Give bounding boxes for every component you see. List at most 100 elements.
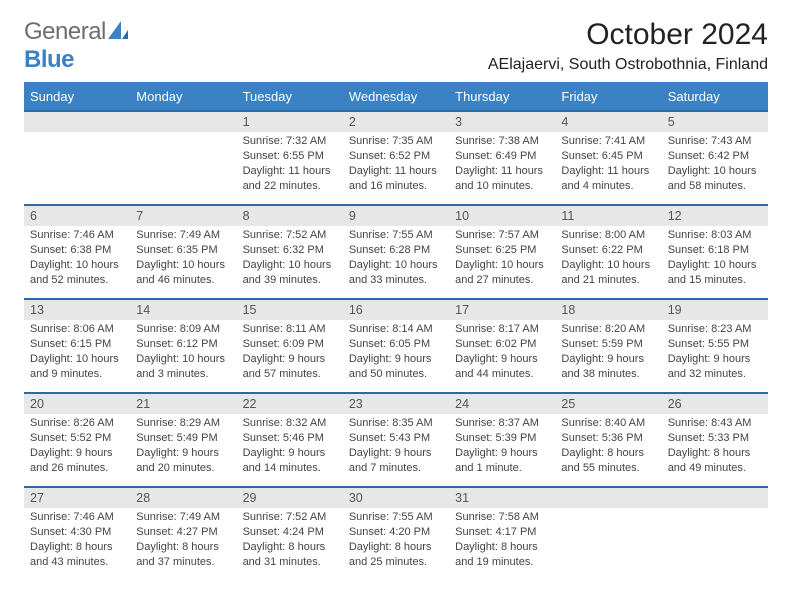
day-number: 9 bbox=[349, 209, 356, 223]
day-header: Friday bbox=[555, 82, 661, 110]
day-content-cell: Sunrise: 8:20 AMSunset: 5:59 PMDaylight:… bbox=[555, 320, 661, 392]
day-info-line: Daylight: 10 hours bbox=[30, 352, 124, 367]
calendar-table: SundayMondayTuesdayWednesdayThursdayFrid… bbox=[24, 82, 768, 580]
day-info-line: Sunrise: 7:32 AM bbox=[243, 134, 337, 149]
day-header: Tuesday bbox=[237, 82, 343, 110]
day-info-line: Sunrise: 8:23 AM bbox=[668, 322, 762, 337]
day-info-line: and 1 minute. bbox=[455, 461, 549, 476]
day-number-cell: 27 bbox=[24, 486, 130, 508]
day-number-cell bbox=[555, 486, 661, 508]
title-block: October 2024 AElajaervi, South Ostroboth… bbox=[488, 18, 768, 74]
day-content-cell bbox=[24, 132, 130, 204]
day-info-line: Sunrise: 7:43 AM bbox=[668, 134, 762, 149]
day-number-cell: 26 bbox=[662, 392, 768, 414]
day-info-line: Sunrise: 8:06 AM bbox=[30, 322, 124, 337]
day-info-line: Daylight: 8 hours bbox=[349, 540, 443, 555]
day-info-line: and 32 minutes. bbox=[668, 367, 762, 382]
day-number: 8 bbox=[243, 209, 250, 223]
week-content-row: Sunrise: 7:32 AMSunset: 6:55 PM Daylight:… bbox=[24, 132, 768, 204]
day-info-line: Sunrise: 8:26 AM bbox=[30, 416, 124, 431]
day-info-line: Sunrise: 7:38 AM bbox=[455, 134, 549, 149]
day-number: 20 bbox=[30, 397, 44, 411]
day-info-line: Sunset: 6:55 PM bbox=[243, 149, 337, 164]
day-number-cell: 16 bbox=[343, 298, 449, 320]
day-info-line: Sunset: 4:30 PM bbox=[30, 525, 124, 540]
logo-text-general: General bbox=[24, 18, 106, 45]
day-number-cell: 17 bbox=[449, 298, 555, 320]
day-number: 24 bbox=[455, 397, 469, 411]
day-info-line: and 7 minutes. bbox=[349, 461, 443, 476]
day-content-cell: Sunrise: 7:49 AMSunset: 6:35 PMDaylight:… bbox=[130, 226, 236, 298]
day-header: Sunday bbox=[24, 82, 130, 110]
day-info-line: Sunset: 5:49 PM bbox=[136, 431, 230, 446]
day-info-line: and 27 minutes. bbox=[455, 273, 549, 288]
day-info-line: Daylight: 10 hours bbox=[349, 258, 443, 273]
day-info-line: and 52 minutes. bbox=[30, 273, 124, 288]
day-number: 1 bbox=[243, 115, 250, 129]
day-info-line: and 58 minutes. bbox=[668, 179, 762, 194]
day-number: 4 bbox=[561, 115, 568, 129]
day-info-line: Daylight: 9 hours bbox=[668, 352, 762, 367]
day-content-cell: Sunrise: 7:35 AMSunset: 6:52 PMDaylight:… bbox=[343, 132, 449, 204]
day-info-line: and 44 minutes. bbox=[455, 367, 549, 382]
day-number-cell: 12 bbox=[662, 204, 768, 226]
day-number: 28 bbox=[136, 491, 150, 505]
day-info-line: Daylight: 8 hours bbox=[30, 540, 124, 555]
day-number-cell: 24 bbox=[449, 392, 555, 414]
day-info-line: Sunset: 6:12 PM bbox=[136, 337, 230, 352]
day-content-cell: Sunrise: 8:17 AMSunset: 6:02 PMDaylight:… bbox=[449, 320, 555, 392]
day-number-cell: 29 bbox=[237, 486, 343, 508]
location-text: AElajaervi, South Ostrobothnia, Finland bbox=[488, 56, 768, 74]
day-content-cell: Sunrise: 8:43 AMSunset: 5:33 PMDaylight:… bbox=[662, 414, 768, 486]
day-info-line: Sunset: 5:36 PM bbox=[561, 431, 655, 446]
day-info-line: and 46 minutes. bbox=[136, 273, 230, 288]
day-info-line: Sunrise: 7:41 AM bbox=[561, 134, 655, 149]
day-info-line: and 49 minutes. bbox=[668, 461, 762, 476]
day-info-line: Sunrise: 8:40 AM bbox=[561, 416, 655, 431]
day-number-cell bbox=[662, 486, 768, 508]
day-number: 16 bbox=[349, 303, 363, 317]
day-content-cell: Sunrise: 8:11 AMSunset: 6:09 PMDaylight:… bbox=[237, 320, 343, 392]
day-number-cell: 10 bbox=[449, 204, 555, 226]
day-number-cell: 31 bbox=[449, 486, 555, 508]
day-number: 25 bbox=[561, 397, 575, 411]
day-content-cell: Sunrise: 7:43 AMSunset: 6:42 PMDaylight:… bbox=[662, 132, 768, 204]
day-number-cell: 4 bbox=[555, 110, 661, 132]
day-content-cell bbox=[130, 132, 236, 204]
day-header: Thursday bbox=[449, 82, 555, 110]
day-info-line: Sunrise: 8:00 AM bbox=[561, 228, 655, 243]
day-info-line: Sunset: 5:59 PM bbox=[561, 337, 655, 352]
day-info-line: Daylight: 9 hours bbox=[561, 352, 655, 367]
day-info-line: Sunset: 5:46 PM bbox=[243, 431, 337, 446]
day-content-cell: Sunrise: 7:58 AMSunset: 4:17 PMDaylight:… bbox=[449, 508, 555, 580]
day-content-cell: Sunrise: 7:38 AMSunset: 6:49 PMDaylight:… bbox=[449, 132, 555, 204]
day-number-cell: 2 bbox=[343, 110, 449, 132]
day-content-cell bbox=[555, 508, 661, 580]
day-content-cell: Sunrise: 8:32 AMSunset: 5:46 PMDaylight:… bbox=[237, 414, 343, 486]
day-number-cell: 20 bbox=[24, 392, 130, 414]
day-number: 11 bbox=[561, 209, 574, 223]
day-info-line: and 15 minutes. bbox=[668, 273, 762, 288]
day-info-line: and 43 minutes. bbox=[30, 555, 124, 570]
week-daynum-row: 12345 bbox=[24, 110, 768, 132]
day-content-cell: Sunrise: 7:41 AMSunset: 6:45 PMDaylight:… bbox=[555, 132, 661, 204]
day-content-cell: Sunrise: 8:03 AMSunset: 6:18 PMDaylight:… bbox=[662, 226, 768, 298]
day-info-line: Sunrise: 7:46 AM bbox=[30, 228, 124, 243]
day-info-line: Daylight: 8 hours bbox=[243, 540, 337, 555]
day-info-line: Sunrise: 7:55 AM bbox=[349, 228, 443, 243]
day-info-line: Sunrise: 8:03 AM bbox=[668, 228, 762, 243]
day-number: 10 bbox=[455, 209, 469, 223]
day-number-cell: 14 bbox=[130, 298, 236, 320]
day-header: Monday bbox=[130, 82, 236, 110]
day-content-cell: Sunrise: 8:06 AMSunset: 6:15 PMDaylight:… bbox=[24, 320, 130, 392]
day-content-cell: Sunrise: 8:26 AMSunset: 5:52 PMDaylight:… bbox=[24, 414, 130, 486]
day-info-line: Daylight: 11 hours bbox=[349, 164, 443, 179]
day-info-line: Sunset: 4:27 PM bbox=[136, 525, 230, 540]
month-title: October 2024 bbox=[488, 18, 768, 52]
day-content-cell: Sunrise: 7:46 AMSunset: 4:30 PMDaylight:… bbox=[24, 508, 130, 580]
day-info-line: Sunrise: 8:11 AM bbox=[243, 322, 337, 337]
day-number-cell: 23 bbox=[343, 392, 449, 414]
day-info-line: and 57 minutes. bbox=[243, 367, 337, 382]
day-info-line: Sunset: 6:22 PM bbox=[561, 243, 655, 258]
day-number: 17 bbox=[455, 303, 469, 317]
